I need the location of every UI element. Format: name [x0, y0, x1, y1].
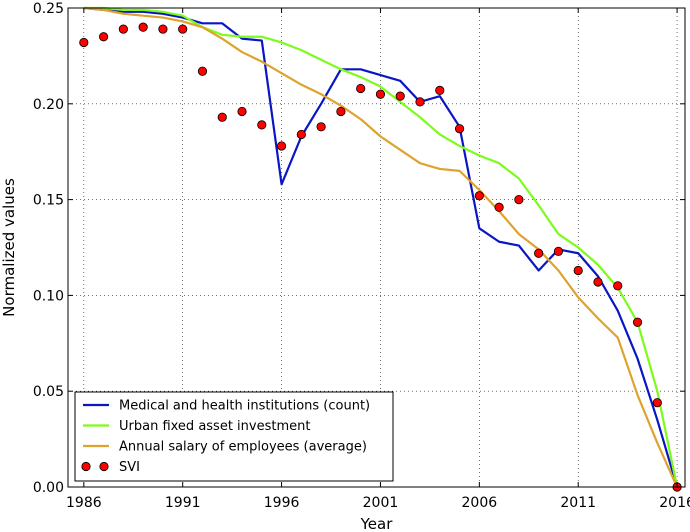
x-tick-label: 1996	[264, 495, 300, 511]
x-tick-label: 2011	[560, 495, 596, 511]
legend-label: SVI	[119, 460, 140, 475]
series-line-medical-and-health-institutions-count	[83, 6, 679, 488]
plot-series	[79, 6, 682, 492]
svi-point	[514, 195, 524, 205]
x-axis-label: Year	[360, 515, 394, 532]
y-axis-label: Normalized values	[0, 178, 18, 317]
legend-label: Urban fixed asset investment	[119, 419, 310, 434]
svi-point	[178, 24, 188, 34]
x-tick-label: 1991	[165, 495, 201, 511]
x-tick-label: 2006	[462, 495, 498, 511]
svi-point	[435, 85, 445, 95]
legend-label: Medical and health institutions (count)	[119, 399, 370, 414]
legend-swatch-marker	[81, 461, 91, 472]
svi-point	[652, 398, 662, 408]
svi-point	[494, 202, 504, 212]
legend-swatch-marker	[99, 461, 109, 472]
legend: Medical and health institutions (count) U…	[74, 391, 394, 482]
y-tick-label: 0.05	[33, 384, 64, 400]
svi-point	[395, 91, 405, 101]
x-tick-label: 1986	[66, 495, 102, 511]
svi-point	[296, 129, 306, 140]
y-tick-label: 0.20	[33, 97, 64, 113]
svi-point	[553, 246, 564, 256]
svi-point	[79, 37, 89, 48]
svi-point	[158, 24, 168, 34]
y-tick-label: 0.25	[33, 1, 64, 17]
svi-point	[336, 106, 346, 117]
svi-point	[138, 22, 148, 32]
x-tick-label: 2016	[659, 495, 690, 511]
y-tick-label: 0.10	[33, 288, 64, 304]
series-line-urban-fixed-asset-investment	[83, 6, 679, 488]
svi-point	[474, 191, 484, 201]
legend-box	[74, 391, 394, 482]
y-tick-label: 0.15	[33, 193, 64, 209]
svi-point	[613, 281, 623, 291]
svi-point	[98, 32, 109, 42]
svi-point	[217, 112, 227, 122]
svi-point	[415, 97, 425, 107]
svi-point	[316, 122, 326, 132]
svi-point	[257, 120, 267, 130]
plot-frame	[67, 7, 686, 488]
svi-point	[632, 317, 643, 327]
svi-point	[118, 24, 128, 34]
svi-point	[237, 106, 247, 117]
svi-point	[375, 89, 386, 99]
axis-ticks: 1986 1991 1996 2001 2006 2011 2016 0.00 0.05 0.10…	[33, 1, 690, 511]
svi-point	[454, 124, 465, 134]
svi-point	[573, 265, 583, 276]
svi-point	[356, 83, 366, 94]
svi-point	[276, 141, 287, 151]
series-line-annual-salary-of-employees-average	[83, 6, 679, 488]
legend-label: Annual salary of employees (average)	[119, 440, 367, 455]
svi-point	[197, 66, 208, 76]
x-tick-label: 2001	[363, 495, 399, 511]
svi-point	[534, 248, 544, 258]
svi-point	[593, 277, 603, 287]
y-tick-label: 0.00	[33, 480, 64, 496]
